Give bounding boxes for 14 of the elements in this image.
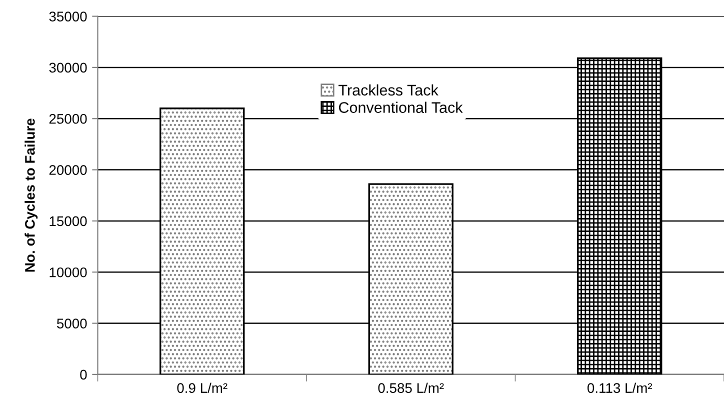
x-tick-label: 0.9 L/m² [177, 382, 228, 393]
y-tick-label: 35000 [49, 12, 87, 22]
legend-label: Conventional Tack [338, 102, 463, 113]
y-tick-label: 25000 [49, 114, 87, 124]
y-axis-title: No. of Cycles to Failure [24, 118, 38, 272]
y-tick-label: 5000 [56, 318, 87, 328]
y-tick-label: 30000 [49, 62, 87, 73]
y-tick-label: 15000 [50, 216, 87, 226]
y-tick-label: 20000 [49, 165, 87, 175]
x-tick-label: 0.113 L/m² [587, 382, 652, 393]
legend-label: Trackless Tack [338, 84, 438, 96]
y-tick-label: 10000 [50, 267, 87, 278]
y-tick-label: 0 [80, 370, 87, 380]
x-tick-label: 0.585 L/m² [378, 382, 444, 393]
